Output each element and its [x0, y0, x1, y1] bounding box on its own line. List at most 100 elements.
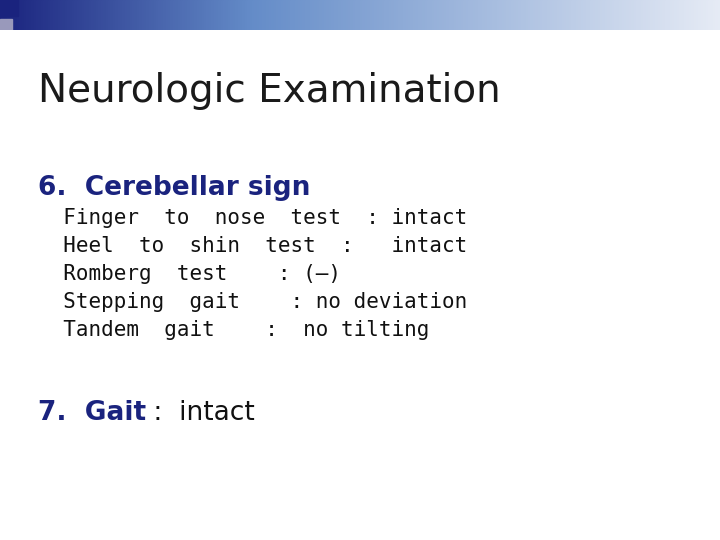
- Bar: [698, 0, 701, 30]
- Bar: [372, 0, 375, 30]
- Bar: [461, 0, 464, 30]
- Bar: [86, 0, 89, 30]
- Bar: [398, 0, 402, 30]
- Bar: [9, 0, 13, 30]
- Bar: [2, 0, 6, 30]
- Bar: [348, 0, 351, 30]
- Bar: [257, 0, 260, 30]
- Bar: [528, 0, 531, 30]
- Bar: [31, 0, 35, 30]
- Bar: [686, 0, 690, 30]
- Bar: [319, 0, 323, 30]
- Bar: [595, 0, 598, 30]
- Bar: [506, 0, 510, 30]
- Bar: [701, 0, 704, 30]
- Bar: [65, 0, 68, 30]
- Bar: [110, 0, 114, 30]
- Bar: [384, 0, 387, 30]
- Bar: [34, 0, 37, 30]
- Bar: [117, 0, 121, 30]
- Bar: [67, 0, 71, 30]
- Bar: [446, 0, 449, 30]
- Bar: [252, 0, 255, 30]
- Bar: [180, 0, 183, 30]
- Bar: [245, 0, 248, 30]
- Bar: [50, 0, 53, 30]
- Bar: [588, 0, 591, 30]
- Bar: [470, 0, 474, 30]
- Bar: [94, 0, 96, 30]
- Bar: [641, 0, 644, 30]
- Bar: [211, 0, 215, 30]
- Bar: [55, 0, 58, 30]
- Bar: [677, 0, 680, 30]
- Bar: [89, 0, 92, 30]
- Bar: [425, 0, 428, 30]
- Bar: [283, 0, 287, 30]
- Bar: [264, 0, 267, 30]
- Bar: [333, 0, 337, 30]
- Bar: [466, 0, 469, 30]
- Bar: [310, 0, 312, 30]
- Bar: [545, 0, 548, 30]
- Bar: [648, 0, 651, 30]
- Bar: [475, 0, 478, 30]
- Bar: [434, 0, 438, 30]
- Bar: [675, 0, 678, 30]
- Text: Heel  to  shin  test  :   intact: Heel to shin test : intact: [38, 235, 467, 256]
- Bar: [240, 0, 243, 30]
- Bar: [646, 0, 649, 30]
- Bar: [163, 0, 166, 30]
- Bar: [276, 0, 279, 30]
- Bar: [379, 0, 382, 30]
- Bar: [187, 0, 190, 30]
- Bar: [696, 0, 699, 30]
- Bar: [27, 0, 30, 30]
- Bar: [410, 0, 413, 30]
- Bar: [715, 0, 719, 30]
- Bar: [607, 0, 611, 30]
- Bar: [485, 0, 488, 30]
- Bar: [444, 0, 447, 30]
- Bar: [326, 0, 330, 30]
- Text: Neurologic Examination: Neurologic Examination: [38, 72, 500, 110]
- Bar: [153, 0, 157, 30]
- Bar: [603, 0, 606, 30]
- Bar: [173, 0, 176, 30]
- Bar: [706, 0, 708, 30]
- Bar: [571, 0, 575, 30]
- Bar: [144, 0, 147, 30]
- Bar: [127, 0, 130, 30]
- Bar: [598, 0, 600, 30]
- Bar: [139, 0, 143, 30]
- Bar: [463, 0, 467, 30]
- Bar: [509, 0, 512, 30]
- Bar: [271, 0, 274, 30]
- Bar: [504, 0, 507, 30]
- Bar: [168, 0, 171, 30]
- Bar: [279, 0, 282, 30]
- Bar: [108, 0, 111, 30]
- Bar: [286, 0, 289, 30]
- Bar: [526, 0, 528, 30]
- Bar: [655, 0, 658, 30]
- Bar: [317, 0, 320, 30]
- Bar: [29, 0, 32, 30]
- Bar: [614, 0, 618, 30]
- Bar: [437, 0, 440, 30]
- Bar: [96, 0, 99, 30]
- Bar: [703, 0, 706, 30]
- Bar: [43, 0, 46, 30]
- Bar: [0, 0, 3, 30]
- Bar: [142, 0, 145, 30]
- Bar: [135, 0, 138, 30]
- Bar: [718, 0, 720, 30]
- Bar: [81, 0, 85, 30]
- Bar: [523, 0, 526, 30]
- Bar: [576, 0, 579, 30]
- Bar: [58, 0, 60, 30]
- Bar: [77, 0, 80, 30]
- Bar: [70, 0, 73, 30]
- Bar: [305, 0, 308, 30]
- Bar: [564, 0, 567, 30]
